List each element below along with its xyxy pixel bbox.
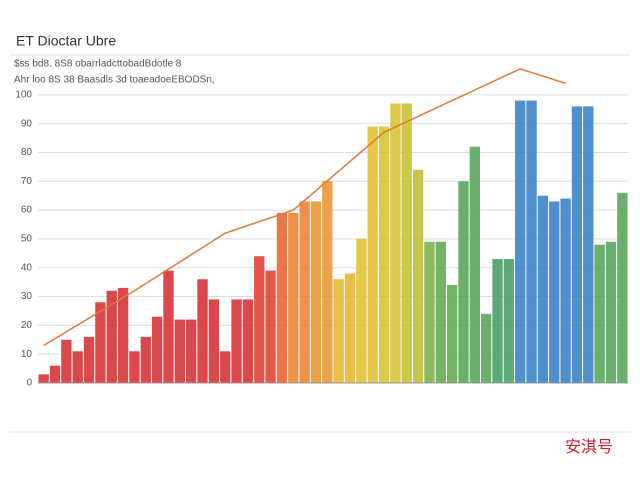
bar xyxy=(129,351,140,383)
bar xyxy=(446,285,458,383)
bar xyxy=(140,336,151,383)
bar xyxy=(197,279,208,383)
bar xyxy=(401,103,412,384)
bar xyxy=(492,259,503,383)
y-tick-label: 40 xyxy=(21,262,33,273)
bar xyxy=(571,106,583,383)
bar xyxy=(424,241,435,383)
bar xyxy=(288,212,299,383)
y-tick-label: 100 xyxy=(15,89,32,100)
bar xyxy=(549,201,560,383)
y-tick-label: 60 xyxy=(21,205,33,216)
bar xyxy=(61,339,72,383)
bar xyxy=(83,336,95,383)
chart-title: ET Dioctar Ubre xyxy=(16,33,116,49)
y-tick-label: 80 xyxy=(21,147,33,158)
bar xyxy=(254,256,265,383)
subtitle: $ss bd8. 8S8 obarrladcttobadBdotle 8 xyxy=(14,59,182,70)
bar xyxy=(537,195,549,383)
bar xyxy=(163,270,174,383)
bar xyxy=(310,201,322,383)
y-tick-label: 20 xyxy=(21,320,33,331)
bar xyxy=(367,126,378,383)
bar xyxy=(560,198,571,383)
bar xyxy=(265,270,276,383)
bar xyxy=(299,201,310,383)
bar xyxy=(435,241,446,383)
bar xyxy=(276,212,288,383)
bar xyxy=(106,290,117,383)
bar xyxy=(72,351,83,383)
bar xyxy=(322,181,333,383)
bar xyxy=(38,374,49,383)
bar xyxy=(583,106,594,383)
trend-line xyxy=(43,68,566,347)
bar xyxy=(49,365,61,383)
y-tick-label: 0 xyxy=(26,378,32,389)
bar xyxy=(458,181,469,383)
watermark: 安淇号 xyxy=(565,438,613,456)
bar xyxy=(412,169,424,383)
bar xyxy=(242,299,254,383)
y-tick-label: 50 xyxy=(21,234,33,245)
bar xyxy=(186,319,197,383)
bar xyxy=(220,351,231,383)
bar xyxy=(617,192,628,383)
y-tick-label: 70 xyxy=(21,176,33,187)
bar xyxy=(378,126,390,383)
bar xyxy=(208,299,220,383)
y-tick-label: 30 xyxy=(21,291,33,302)
bar xyxy=(174,319,185,383)
bar xyxy=(344,273,356,383)
y-tick-label: 90 xyxy=(21,118,33,129)
bar xyxy=(515,100,526,383)
bar xyxy=(605,241,617,383)
y-tick-label: 10 xyxy=(21,349,33,360)
bar xyxy=(117,287,129,383)
bar xyxy=(390,103,401,384)
bar xyxy=(231,299,242,383)
bar xyxy=(356,238,367,383)
bar xyxy=(594,244,605,383)
subtitle: Ahr loo 8S 38 Baasdls 3d toaeadoeEBODSn, xyxy=(14,75,215,86)
bar xyxy=(503,259,515,383)
bar xyxy=(469,146,480,383)
bar xyxy=(95,302,106,383)
bar xyxy=(481,313,492,383)
bar xyxy=(333,279,344,383)
bar xyxy=(526,100,537,383)
bar xyxy=(151,316,163,383)
